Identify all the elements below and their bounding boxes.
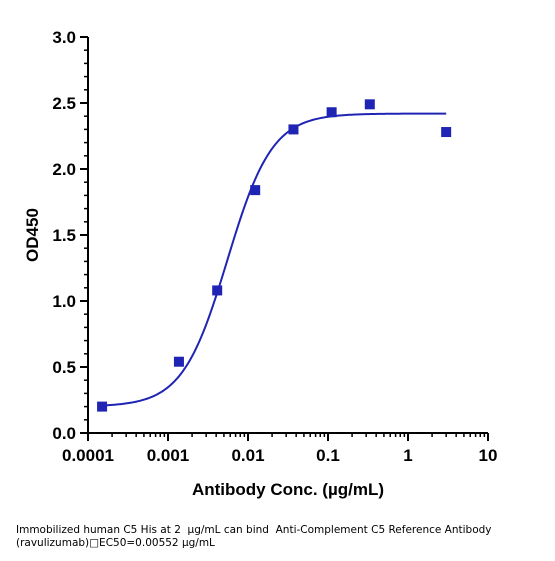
- y-tick-label: 0.5: [52, 358, 76, 377]
- x-tick-label: 0.01: [231, 446, 264, 465]
- x-tick-label: 0.0001: [62, 446, 114, 465]
- y-tick-label: 0.0: [52, 424, 76, 443]
- data-point: [97, 401, 108, 412]
- data-point: [250, 185, 261, 196]
- x-tick-label: 1: [403, 446, 412, 465]
- data-point: [173, 356, 184, 367]
- fit-curve-layer: [102, 112, 447, 407]
- data-point: [364, 99, 375, 110]
- y-tick-label: 2.0: [52, 160, 76, 179]
- data-point: [288, 124, 299, 135]
- x-tick-label: 10: [479, 446, 498, 465]
- figure-caption: Immobilized human C5 His at 2 µg/mL can …: [16, 524, 546, 550]
- x-axis-title: Antibody Conc. (µg/mL): [192, 480, 384, 499]
- y-axis-title: OD450: [23, 208, 42, 262]
- x-axis: 0.0001 0.001 0.01 0.1 1 10: [62, 432, 498, 465]
- y-tick-label: 1.5: [52, 226, 76, 245]
- caption-line-1: Immobilized human C5 His at 2 µg/mL can …: [16, 524, 492, 536]
- data-point: [441, 127, 452, 138]
- data-point: [326, 107, 337, 118]
- y-axis: 0.0 0.5 1.0 1.5 2.0 2.5 3.0: [52, 28, 89, 443]
- fit-curve: [102, 112, 447, 407]
- y-tick-label: 1.0: [52, 292, 76, 311]
- data-point: [212, 285, 223, 296]
- data-points-layer: [97, 99, 452, 412]
- caption-line-2: (ravulizumab)□EC50=0.00552 µg/mL: [16, 537, 215, 549]
- y-tick-label: 3.0: [52, 28, 76, 47]
- od450-chart: 0.0 0.5 1.0 1.5 2.0 2.5 3.0 0.0001 0.001 0.01 0.1…: [23, 28, 498, 499]
- x-tick-label: 0.001: [147, 446, 190, 465]
- x-tick-label: 0.1: [316, 446, 340, 465]
- y-tick-label: 2.5: [52, 94, 76, 113]
